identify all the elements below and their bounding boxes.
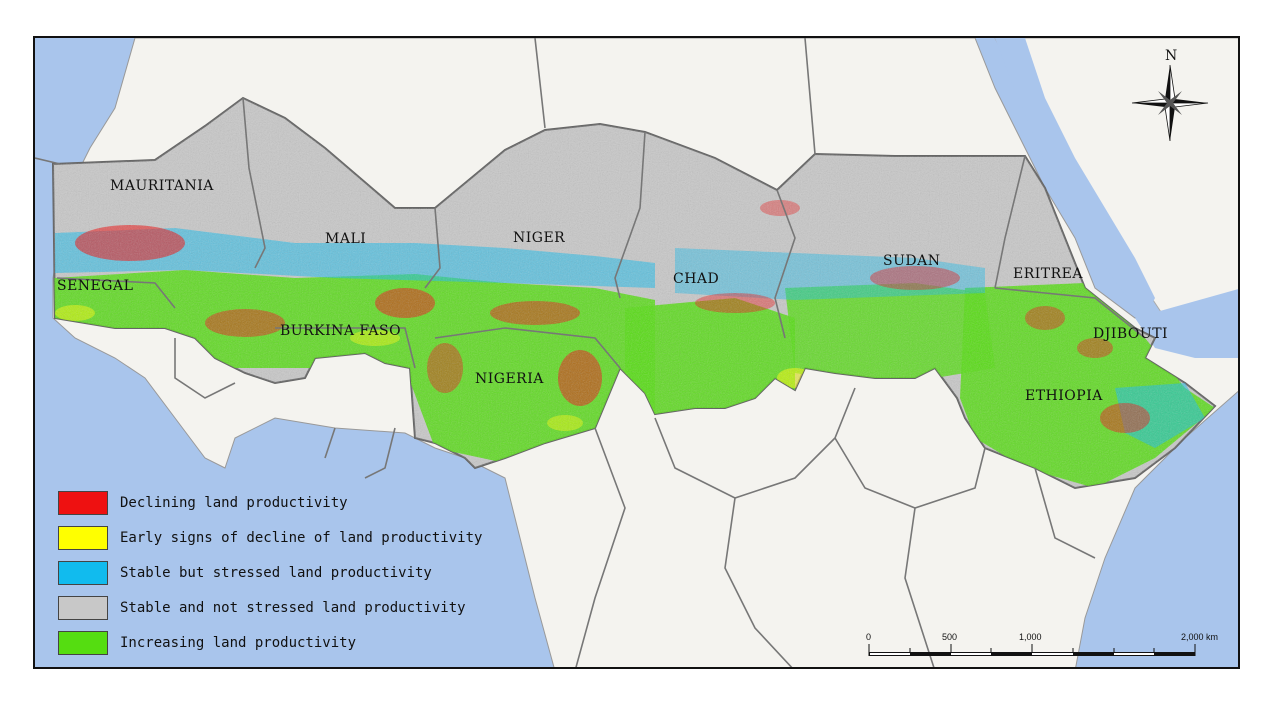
legend-label: Increasing land productivity xyxy=(120,634,357,651)
country-borders xyxy=(35,38,1146,667)
north-label: N xyxy=(1165,48,1177,64)
legend-label: Early signs of decline of land productiv… xyxy=(120,529,483,546)
legend-item: Stable but stressed land productivity xyxy=(58,555,482,590)
legend-label: Stable and not stressed land productivit… xyxy=(120,599,466,616)
scale-tick-label: 2,000 km xyxy=(1181,632,1218,642)
legend-swatch-increasing xyxy=(58,630,108,655)
country-label: MALI xyxy=(325,231,366,247)
legend-item: Early signs of decline of land productiv… xyxy=(58,520,482,555)
scale-tick-label: 1,000 xyxy=(1019,632,1042,642)
map-frame: MAURITANIA MALI NIGER CHAD SUDAN ERITREA… xyxy=(33,36,1240,669)
legend-item: Increasing land productivity xyxy=(58,625,482,660)
gulf-of-aden xyxy=(1135,289,1238,358)
red-sea xyxy=(995,38,1155,318)
legend-label: Declining land productivity xyxy=(120,494,348,511)
country-label: MAURITANIA xyxy=(110,178,214,194)
legend-label: Stable but stressed land productivity xyxy=(120,564,432,581)
legend-swatch-stable xyxy=(58,595,108,620)
legend-item: Declining land productivity xyxy=(58,485,482,520)
legend-item: Stable and not stressed land productivit… xyxy=(58,590,482,625)
scale-tick-label: 500 xyxy=(942,632,957,642)
legend-swatch-early-decline xyxy=(58,525,108,550)
north-arrow: N xyxy=(1131,48,1209,142)
country-label: NIGER xyxy=(513,230,565,246)
legend-swatch-declining xyxy=(58,490,108,515)
scale-bar: 0 500 1,000 2,000 km xyxy=(866,632,1218,656)
country-label: BURKINA FASO xyxy=(280,323,401,339)
country-label: SUDAN xyxy=(883,253,940,269)
country-label: CHAD xyxy=(673,271,719,287)
legend: Declining land productivity Early signs … xyxy=(58,485,482,660)
map-canvas: MAURITANIA MALI NIGER CHAD SUDAN ERITREA… xyxy=(35,38,1238,667)
country-label: DJIBOUTI xyxy=(1093,326,1168,342)
scale-tick-label: 0 xyxy=(866,632,871,642)
country-label: ERITREA xyxy=(1013,266,1083,282)
country-label: ETHIOPIA xyxy=(1025,388,1103,404)
country-label: NIGERIA xyxy=(475,371,544,387)
country-label: SENEGAL xyxy=(57,278,133,294)
legend-swatch-stressed xyxy=(58,560,108,585)
